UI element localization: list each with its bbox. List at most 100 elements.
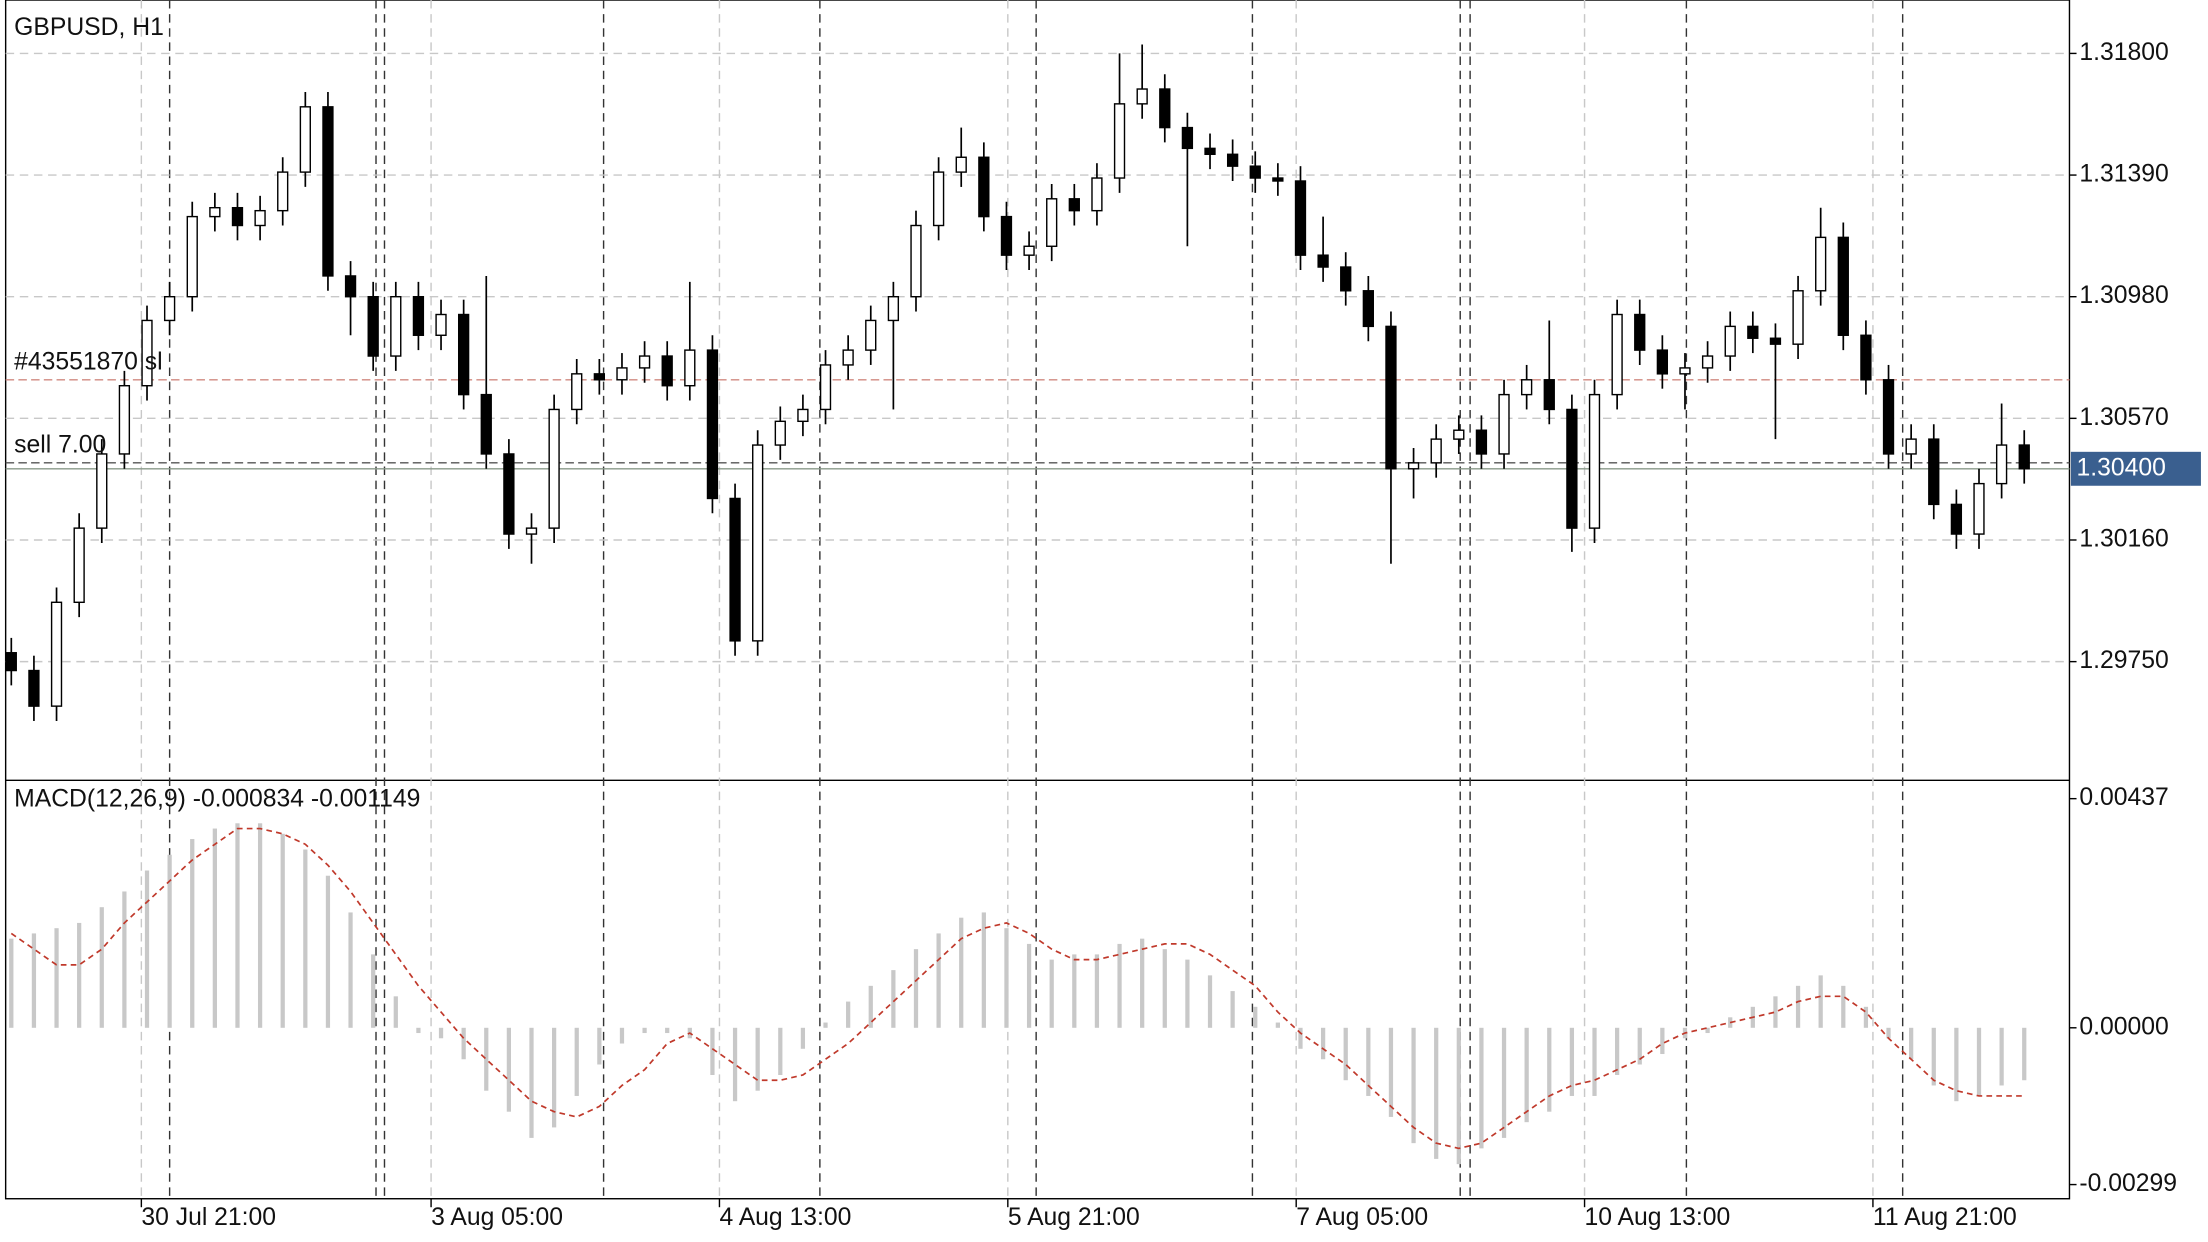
candle-body bbox=[548, 408, 560, 529]
histogram-bar bbox=[665, 1027, 670, 1034]
order-label: #43551870 sl bbox=[14, 348, 162, 375]
candle-body bbox=[593, 373, 606, 381]
histogram-bar bbox=[1976, 1027, 1982, 1096]
candle-body bbox=[887, 295, 900, 322]
histogram-bar bbox=[574, 1027, 579, 1096]
histogram-bar bbox=[1637, 1027, 1642, 1065]
histogram-bar bbox=[54, 928, 59, 1028]
histogram-bar bbox=[1795, 985, 1801, 1028]
histogram-bar bbox=[1954, 1027, 1959, 1102]
candle-body bbox=[842, 349, 854, 366]
candle-body bbox=[1905, 438, 1917, 455]
candle-body bbox=[819, 364, 832, 411]
candle-body bbox=[1159, 88, 1171, 129]
signal-line bbox=[10, 827, 2025, 1150]
candle-body bbox=[1181, 126, 1194, 150]
candle-body bbox=[525, 527, 538, 535]
candle-body bbox=[955, 156, 967, 173]
candle-body bbox=[1588, 393, 1601, 529]
histogram-bar bbox=[755, 1027, 760, 1091]
x-tick-label: 5 Aug 21:00 bbox=[1008, 1204, 1140, 1231]
histogram-bar bbox=[1298, 1027, 1303, 1049]
candle-body bbox=[932, 171, 945, 227]
histogram-bar bbox=[1999, 1027, 2004, 1086]
y-tick-label: 1.31390 bbox=[2079, 161, 2168, 188]
candle-body bbox=[1023, 245, 1035, 256]
histogram-bar bbox=[1434, 1027, 1439, 1159]
labels: GBPUSD, H1 MACD(12,26,9) -0.000834 -0.00… bbox=[14, 14, 2177, 1231]
chart-title: GBPUSD, H1 bbox=[14, 14, 164, 41]
histogram-bar bbox=[1117, 943, 1122, 1028]
candle-body bbox=[1475, 429, 1488, 455]
y-tick-label: 0.00437 bbox=[2079, 784, 2168, 811]
x-tick-label: 30 Jul 21:00 bbox=[141, 1204, 276, 1231]
histogram-bar bbox=[1207, 975, 1213, 1028]
candle-body bbox=[1340, 266, 1352, 292]
candle-body bbox=[1113, 103, 1126, 179]
candle-body bbox=[1430, 438, 1442, 464]
order-label: sell 7.00 bbox=[14, 431, 106, 458]
histogram-bar bbox=[1909, 1027, 1914, 1060]
candle-body bbox=[1882, 379, 1895, 455]
histogram-bar bbox=[1230, 991, 1235, 1028]
histogram-bar bbox=[212, 828, 217, 1028]
histogram-bar bbox=[1253, 1006, 1258, 1028]
candle-body bbox=[1860, 334, 1872, 381]
candle-body bbox=[1204, 147, 1216, 156]
y-tick-label: 0.00000 bbox=[2079, 1013, 2168, 1040]
y-tick-label: -0.00299 bbox=[2079, 1170, 2177, 1197]
candle-body bbox=[1611, 313, 1623, 396]
histogram-bar bbox=[348, 912, 353, 1028]
candle-body bbox=[480, 393, 492, 455]
histogram-bar bbox=[461, 1027, 466, 1060]
price-tag-label: 1.30400 bbox=[2077, 454, 2166, 481]
candle-body bbox=[1566, 408, 1578, 529]
candle-body bbox=[865, 319, 877, 351]
histogram-bar bbox=[1185, 959, 1190, 1028]
plot-frame bbox=[4, 0, 2071, 1200]
candle-body bbox=[638, 355, 651, 369]
histogram-bar bbox=[167, 854, 172, 1028]
histogram-bar bbox=[1524, 1027, 1529, 1123]
histogram-bar bbox=[1411, 1027, 1416, 1144]
candle-body bbox=[1973, 482, 1985, 535]
x-tick-label: 3 Aug 05:00 bbox=[431, 1204, 563, 1231]
candle-body bbox=[118, 385, 131, 455]
histogram-bar bbox=[913, 949, 919, 1028]
histogram-bar bbox=[506, 1027, 512, 1112]
candle-body bbox=[1385, 325, 1397, 470]
histogram-bar bbox=[99, 907, 104, 1028]
y-tick-label: 1.30570 bbox=[2079, 404, 2168, 431]
candle-body bbox=[661, 355, 673, 387]
candle-body bbox=[1521, 379, 1533, 396]
candle-body bbox=[73, 527, 85, 604]
histogram-bar bbox=[1592, 1027, 1597, 1096]
candle-body bbox=[1000, 215, 1013, 256]
histogram-bar bbox=[1931, 1027, 1936, 1086]
candle-body bbox=[1634, 313, 1646, 351]
histogram-bar bbox=[552, 1027, 557, 1128]
histogram-bar bbox=[1275, 1022, 1280, 1028]
candle-body bbox=[1747, 325, 1759, 339]
histogram-bar bbox=[371, 954, 376, 1028]
candle-body bbox=[5, 652, 17, 672]
candle-body bbox=[1091, 177, 1103, 212]
histogram-bar bbox=[1863, 1006, 1869, 1028]
histogram-bar bbox=[9, 938, 14, 1028]
histogram-bar bbox=[1705, 1027, 1710, 1034]
x-tick-label: 4 Aug 13:00 bbox=[719, 1204, 851, 1231]
histogram-bar bbox=[981, 912, 986, 1028]
histogram-bar bbox=[122, 891, 127, 1028]
candle-body bbox=[141, 319, 153, 387]
histogram-bar bbox=[823, 1022, 828, 1028]
candle-body bbox=[186, 215, 198, 298]
candle-body bbox=[1249, 165, 1261, 179]
histogram-bar bbox=[303, 849, 308, 1028]
histogram-bar bbox=[1388, 1027, 1394, 1117]
candle-body bbox=[1046, 198, 1058, 247]
y-tick-label: 1.31800 bbox=[2079, 39, 2168, 66]
candle-body bbox=[390, 295, 402, 357]
histogram-bar bbox=[1004, 928, 1009, 1028]
candle-body bbox=[50, 601, 63, 707]
